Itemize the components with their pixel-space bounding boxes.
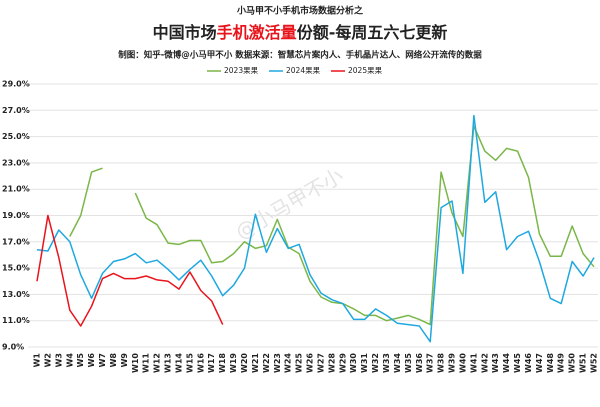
y-tick-label: 29.0% (2, 80, 30, 89)
x-tick-label: W52 (590, 353, 599, 373)
x-tick-label: W38 (437, 353, 446, 373)
x-tick-label: W42 (480, 353, 489, 373)
x-tick-label: W34 (393, 353, 402, 373)
x-tick-label: W43 (491, 353, 500, 373)
x-tick-label: W5 (76, 353, 85, 368)
title-part: 份额-每周五六七更新 (297, 23, 448, 42)
x-tick-label: W16 (196, 353, 205, 373)
y-tick-label: 17.0% (2, 237, 30, 246)
title-highlight: 手机激活量 (217, 23, 297, 42)
x-tick-label: W48 (546, 353, 555, 373)
x-tick-label: W17 (207, 353, 216, 373)
x-tick-label: W45 (513, 353, 522, 373)
x-tick-label: W9 (120, 353, 129, 368)
series-line (36, 214, 224, 327)
x-tick-label: W25 (295, 353, 304, 373)
x-tick-label: W28 (327, 353, 336, 373)
x-tick-label: W18 (218, 353, 227, 373)
x-tick-label: W41 (469, 353, 478, 373)
x-tick-label: W30 (349, 353, 358, 373)
x-tick-label: W31 (360, 353, 369, 373)
y-tick-label: 11.0% (2, 316, 30, 325)
x-tick-label: W49 (557, 353, 566, 373)
x-tick-label: W39 (448, 353, 457, 373)
x-tick-label: W26 (306, 353, 315, 373)
y-tick-label: 27.0% (2, 106, 30, 115)
x-tick-label: W14 (174, 353, 183, 373)
x-tick-label: W4 (65, 353, 74, 368)
watermark: @小马甲不小 (231, 163, 347, 244)
y-tick-label: 23.0% (2, 158, 30, 167)
x-tick-label: W32 (371, 353, 380, 373)
x-tick-label: W22 (262, 353, 271, 373)
legend-label: 2023果果 (224, 66, 259, 75)
y-tick-label: 13.0% (2, 290, 30, 299)
x-tick-label: W7 (98, 353, 107, 367)
x-tick-label: W51 (579, 353, 588, 373)
x-tick-label: W36 (415, 353, 424, 373)
y-tick-label: 25.0% (2, 132, 30, 141)
x-tick-label: W46 (524, 353, 533, 373)
title-part: 中国市场 (153, 23, 217, 42)
y-tick-label: 19.0% (2, 211, 30, 220)
x-tick-label: W6 (87, 353, 96, 368)
x-tick-label: W33 (382, 353, 391, 373)
x-tick-label: W24 (284, 353, 293, 373)
x-tick-label: W10 (131, 353, 140, 373)
y-tick-label: 9.0% (2, 343, 24, 352)
x-tick-label: W15 (185, 353, 194, 373)
x-tick-label: W29 (338, 353, 347, 373)
x-tick-label: W21 (251, 353, 260, 373)
x-tick-label: W2 (43, 353, 52, 367)
x-tick-label: W40 (458, 353, 467, 373)
x-tick-label: W47 (535, 353, 544, 373)
series-line (36, 114, 595, 343)
x-tick-label: W35 (404, 353, 413, 373)
x-tick-label: W27 (316, 353, 325, 373)
x-tick-label: W13 (164, 353, 173, 373)
y-tick-label: 15.0% (2, 264, 30, 273)
x-tick-label: W20 (240, 353, 249, 373)
x-tick-label: W37 (426, 353, 435, 373)
x-tick-label: W19 (229, 353, 238, 373)
legend-label: 2025果果 (348, 66, 383, 75)
chart-title: 中国市场手机激活量份额-每周五六七更新 (153, 23, 448, 42)
x-tick-label: W8 (109, 353, 118, 368)
x-tick-label: W1 (33, 353, 42, 368)
x-tick-label: W23 (273, 353, 282, 373)
legend-label: 2024果果 (286, 66, 321, 75)
pretitle: 小马甲不小手机市场数据分析之 (236, 5, 363, 17)
y-tick-label: 21.0% (2, 185, 30, 194)
x-tick-label: W3 (54, 353, 63, 367)
x-tick-label: W12 (153, 353, 162, 373)
x-tick-label: W11 (142, 353, 151, 373)
series-line (69, 125, 595, 326)
x-tick-label: W44 (502, 353, 511, 373)
subtitle: 制图：知乎-微博@小马甲不小 数据来源：智慧芯片案内人、手机晶片达人、网络公开流… (118, 50, 482, 61)
x-tick-label: W50 (568, 353, 577, 373)
